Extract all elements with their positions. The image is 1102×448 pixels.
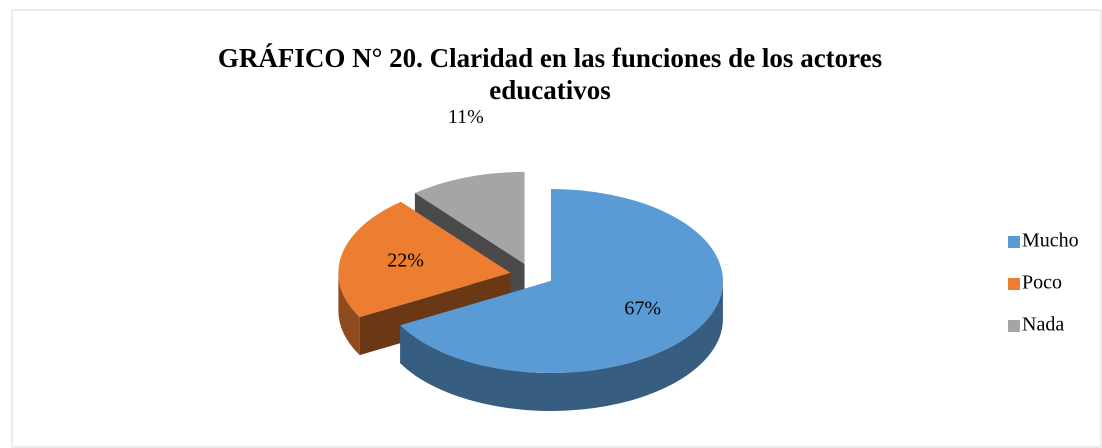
chart-border (11, 9, 1102, 448)
legend-swatch (1008, 320, 1020, 332)
data-label: 22% (387, 250, 424, 272)
chart-title: GRÁFICO N° 20. Claridad en las funciones… (217, 43, 883, 105)
legend-swatch (1008, 278, 1020, 290)
slice-side (338, 272, 360, 356)
slice (338, 201, 511, 318)
slice (414, 171, 525, 264)
data-label: 67% (624, 298, 661, 320)
legend-swatch (1008, 236, 1020, 248)
slice-side (400, 280, 723, 411)
legend-label: Mucho (1022, 230, 1079, 252)
data-label: 11% (448, 106, 484, 128)
legend-label: Poco (1022, 272, 1062, 294)
slice (400, 188, 723, 373)
slice-wall (359, 272, 511, 356)
legend-label: Nada (1022, 314, 1064, 336)
